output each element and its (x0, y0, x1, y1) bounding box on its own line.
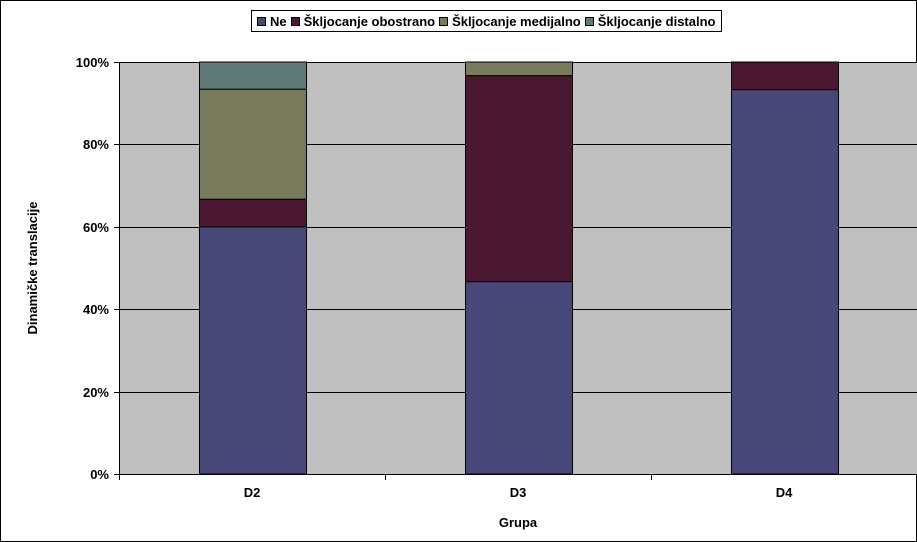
axes: 0% 20% 40% 60% 80% 100% D2 D3 D4 (76, 55, 917, 500)
x-axis-title: Grupa (499, 515, 538, 530)
bar-segment-d3-s0 (465, 281, 573, 475)
legend-swatch-medijalno (439, 16, 449, 26)
legend-label-obostrano: Škljocanje obostrano (303, 13, 436, 29)
y-tick-label: 60% (83, 220, 109, 235)
legend-label-distalno: Škljocanje distalno (597, 13, 716, 29)
x-tick-label-d3: D3 (510, 485, 527, 500)
legend: Ne Škljocanje obostrano Škljocanje medij… (251, 10, 723, 32)
bar-segment-d2-s1 (199, 198, 307, 228)
legend-item-obostrano: Škljocanje obostrano (290, 13, 436, 29)
legend-item-ne: Ne (257, 14, 287, 29)
legend-label-ne: Ne (270, 13, 287, 29)
bars (199, 61, 839, 475)
bar-segment-d2-s0 (199, 226, 307, 475)
legend-item-medijalno: Škljocanje medijalno (439, 14, 581, 29)
bar-segment-d2-s3 (199, 61, 307, 90)
y-tick-label: 0% (90, 467, 109, 482)
legend-item-distalno: Škljocanje distalno (584, 13, 716, 29)
y-tick-label: 20% (83, 385, 109, 400)
legend-swatch-obostrano (290, 16, 300, 26)
y-tick-label: 40% (83, 302, 109, 317)
y-tick-label: 100% (76, 55, 110, 70)
bar-segment-d2-s2 (199, 88, 307, 200)
legend-label-medijalno: Škljocanje medijalno (452, 13, 581, 29)
y-tick-label: 80% (83, 137, 109, 152)
bar-segment-d3-s2 (465, 61, 573, 77)
y-axis-title: Dinamičke translacije (25, 202, 40, 335)
x-tick-label-d4: D4 (776, 485, 793, 500)
x-tick-label-d2: D2 (244, 485, 261, 500)
bar-segment-d4-s0 (731, 89, 839, 475)
bar-segment-d4-s1 (731, 61, 839, 91)
legend-swatch-ne (257, 16, 266, 26)
bar-segment-d3-s1 (465, 75, 573, 283)
legend-swatch-distalno (584, 16, 594, 26)
